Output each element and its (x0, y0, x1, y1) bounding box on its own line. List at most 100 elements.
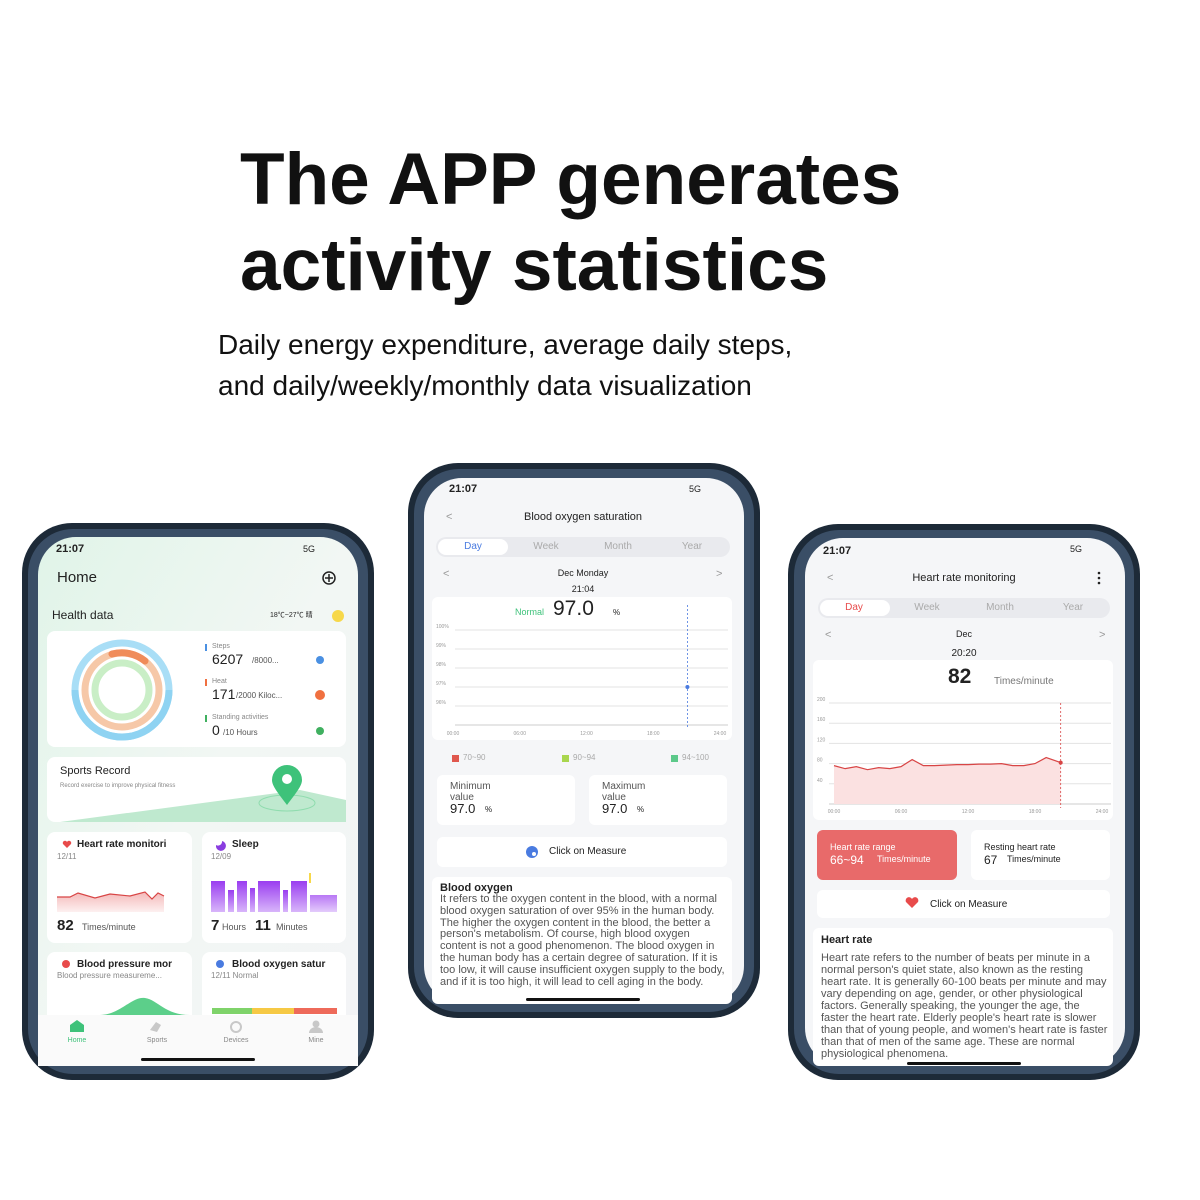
text: 171 (212, 686, 236, 702)
text: 11 (255, 917, 271, 934)
tab: Week (533, 541, 559, 552)
y-tick-label: 40 (817, 778, 823, 784)
legend-label: 90~94 (573, 753, 596, 762)
text: Record exercise to improve physical fitn… (60, 783, 176, 789)
y-tick-label: 80 (817, 758, 823, 764)
text: Blood pressure mor (77, 959, 173, 970)
text: 12/11 (57, 852, 77, 861)
y-tick-label: 97% (436, 681, 447, 687)
text: Standing activities (212, 714, 269, 721)
y-tick-label: 160 (817, 717, 826, 723)
tab: Day (845, 602, 863, 613)
text: Heart rate range (830, 842, 896, 852)
y-tick-label: 99% (436, 643, 447, 649)
x-tick-label: 00:00 (828, 809, 841, 815)
chevron: < (446, 511, 452, 523)
text: 6207 (212, 651, 244, 667)
phone-middle (408, 463, 760, 1018)
x-tick-label: 24:00 (714, 731, 727, 737)
text: % (613, 608, 621, 617)
x-tick-label: 12:00 (580, 731, 593, 737)
phone-left (22, 523, 374, 1080)
text: Blood oxygen (440, 882, 513, 894)
text: Home (57, 569, 98, 586)
text: Minutes (276, 922, 308, 932)
tab: Day (464, 541, 482, 552)
text: 97.0 (553, 597, 594, 620)
point (685, 685, 690, 689)
text: 5G (303, 544, 316, 554)
text: 20:20 (951, 648, 977, 659)
chevron: < (825, 629, 831, 641)
text: /2000 Kiloc... (236, 691, 283, 700)
text: 21:07 (823, 545, 852, 557)
text: Maximum value (602, 781, 646, 803)
screen-title: Heart rate monitoring (912, 572, 1016, 584)
text: Health data (52, 608, 114, 622)
text: 0 (212, 722, 220, 738)
y-tick-label: 100% (436, 624, 449, 630)
text: Steps (212, 643, 230, 650)
text: 82 (57, 917, 74, 934)
tab-label: Mine (308, 1037, 324, 1044)
text: 21:07 (56, 543, 85, 555)
button-label: Click on Measure (549, 846, 627, 857)
paragraph: Heart rate refers to the number of beats… (821, 952, 1108, 1060)
text: Times/minute (994, 676, 1054, 687)
x-tick-label: 18:00 (647, 731, 660, 737)
text: Heat (212, 678, 227, 685)
x-tick-label: 06:00 (513, 731, 526, 737)
text: Blood pressure measureme... (57, 971, 162, 980)
x-tick-label: 00:00 (447, 731, 460, 737)
text: Dec (955, 629, 973, 639)
text: Times/minute (82, 922, 136, 932)
x-tick-label: 18:00 (1029, 809, 1042, 815)
text: % (485, 805, 493, 814)
text: Sleep (232, 839, 259, 850)
text: 21:07 (449, 483, 478, 495)
text: % (637, 805, 645, 814)
text: Dec Monday (557, 568, 609, 578)
text: 18℃~27℃ 晴 (270, 612, 313, 619)
headline: activity statistics (240, 225, 829, 306)
paragraph: It refers to the oxygen content in the b… (440, 894, 725, 988)
text: 66~94 (830, 853, 864, 867)
subtitle: Daily energy expenditure, average daily … (218, 329, 793, 360)
legend-label: 70~90 (463, 753, 486, 762)
text: Normal (515, 607, 545, 617)
area (834, 757, 1061, 804)
button-label: Click on Measure (930, 899, 1008, 910)
tab: Year (1062, 602, 1084, 613)
text: Heart rate (821, 934, 873, 946)
text: Hours (222, 922, 247, 932)
text: Times/minute (1007, 854, 1061, 864)
text: Times/minute (877, 854, 931, 864)
chevron: > (716, 568, 722, 580)
tab: Month (986, 602, 1014, 613)
text: 7 (211, 917, 220, 934)
chevron: < (827, 572, 833, 584)
screen-title: Blood oxygen saturation (523, 511, 643, 523)
text: Resting heart rate (984, 842, 1056, 852)
text: 5G (689, 484, 702, 494)
tab-label: Devices (223, 1037, 249, 1044)
text: /8000... (252, 656, 279, 665)
text: Minimum value (450, 781, 491, 803)
text: Heart rate monitori (77, 839, 167, 850)
text: 97.0 (602, 801, 628, 816)
text: 67 (984, 853, 998, 867)
text: 12/11 Normal (211, 971, 259, 980)
subtitle: and daily/weekly/monthly data visualizat… (218, 370, 752, 401)
x-tick-label: 24:00 (1096, 809, 1109, 815)
tab-label: Sports (146, 1037, 168, 1044)
y-tick-label: 96% (436, 700, 447, 706)
text: Sports Record (60, 765, 131, 777)
text: 97.0 (450, 801, 476, 816)
text: 12/09 (211, 852, 232, 861)
tab: Year (681, 541, 703, 552)
point (1058, 760, 1063, 765)
text: Blood oxygen satur (232, 959, 326, 970)
tab-label: Home (67, 1037, 87, 1044)
line (833, 756, 1061, 771)
